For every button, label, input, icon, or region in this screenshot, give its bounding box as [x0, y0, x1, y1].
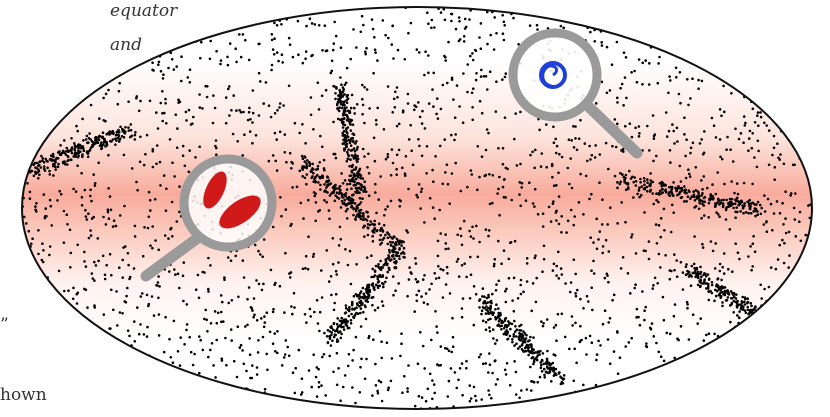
- caption-fragment: equator: [110, 1, 178, 21]
- magnifier-left: [140, 154, 277, 282]
- sky-outline: [21, 6, 813, 410]
- caption-fragment: ”: [0, 315, 9, 335]
- caption-fragment: and: [110, 35, 142, 55]
- caption-fragment: hown: [0, 385, 47, 405]
- magnifier-right: [508, 28, 643, 159]
